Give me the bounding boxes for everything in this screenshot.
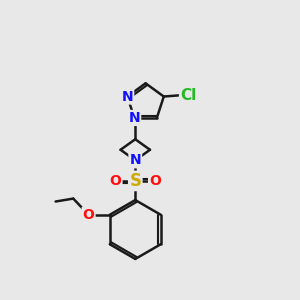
Text: O: O [82,208,94,222]
Text: N: N [128,111,140,125]
Text: N: N [122,89,133,103]
Text: O: O [110,174,122,188]
Text: Cl: Cl [180,88,196,103]
Text: N: N [130,153,141,167]
Text: S: S [129,172,141,190]
Text: O: O [149,174,161,188]
